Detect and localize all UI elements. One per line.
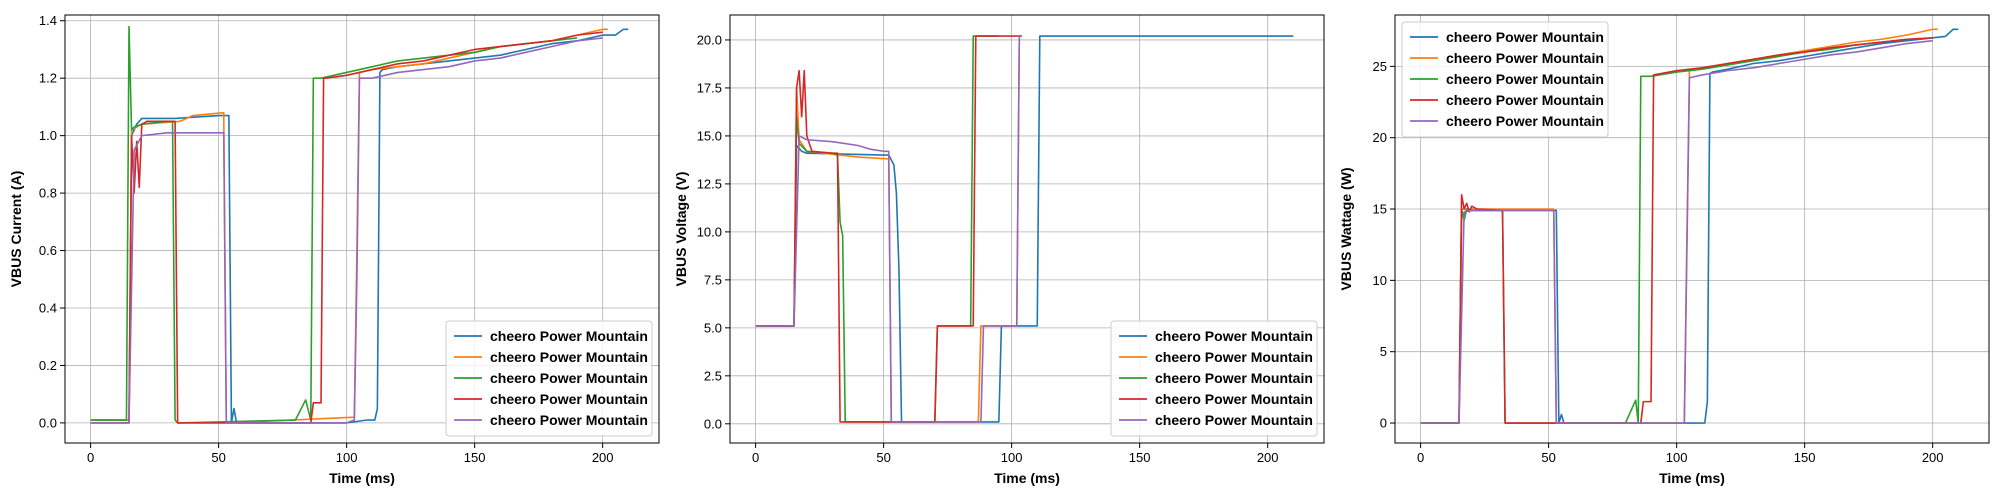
y-tick-label: 0.2 <box>39 358 57 373</box>
plot-frame <box>1394 14 1990 444</box>
series-line-5 <box>1420 39 1933 424</box>
legend-label: cheero Power Mountain <box>1446 71 1604 87</box>
y-tick-label: 7.5 <box>704 272 722 287</box>
y-tick-label: 0 <box>1380 416 1387 431</box>
x-tick-label: 100 <box>336 450 358 465</box>
y-tick-label: 10.0 <box>697 224 722 239</box>
chart-2: 0 50 100 150 200 0.0 2.5 5.0 7.5 10.0 12.5 15.0 17.5… <box>673 14 1325 486</box>
y-tick-label: 10 <box>1373 273 1387 288</box>
x-tick-label: 200 <box>592 450 614 465</box>
legend-label: cheero Power Mountain <box>490 370 648 386</box>
legend-box <box>1110 320 1318 437</box>
y-tick-label: 0.6 <box>39 243 57 258</box>
legend-label: cheero Power Mountain <box>490 412 648 428</box>
y-tick-label: 25 <box>1373 59 1387 74</box>
series-line-5 <box>90 37 603 424</box>
legend-label: cheero Power Mountain <box>1446 92 1604 108</box>
y-tick-label: 1.0 <box>39 128 57 143</box>
series-line-5 <box>755 35 1022 423</box>
series-line-3 <box>90 25 578 424</box>
x-axis-label: Time (ms) <box>1659 470 1725 486</box>
y-tick-label: 0.4 <box>39 300 57 315</box>
x-tick-label: 0 <box>87 450 94 465</box>
y-tick-label: 15.0 <box>697 128 722 143</box>
x-tick-label: 0 <box>1417 450 1424 465</box>
y-axis-label: VBUS Current (A) <box>8 171 24 288</box>
x-axis-label: Time (ms) <box>329 470 395 486</box>
x-tick-label: 200 <box>1922 450 1944 465</box>
legend-label: cheero Power Mountain <box>1155 391 1313 407</box>
legend-label: cheero Power Mountain <box>490 391 648 407</box>
y-tick-label: 1.2 <box>39 71 57 86</box>
y-tick-label: 1.4 <box>39 13 57 28</box>
x-tick-label: 100 <box>1666 450 1688 465</box>
x-tick-label: 100 <box>1001 450 1023 465</box>
legend: cheero Power Mountain cheero Power Mounta… <box>445 320 653 437</box>
legend: cheero Power Mountain cheero Power Mounta… <box>1110 320 1318 437</box>
legend-label: cheero Power Mountain <box>1446 50 1604 66</box>
legend-label: cheero Power Mountain <box>1155 412 1313 428</box>
legend-label: cheero Power Mountain <box>1155 349 1313 365</box>
series-line-4 <box>90 31 603 424</box>
y-tick-label: 2.5 <box>704 368 722 383</box>
series-line-4 <box>755 35 1022 423</box>
y-tick-label: 5.0 <box>704 320 722 335</box>
y-tick-label: 17.5 <box>697 80 722 95</box>
y-axis-label: VBUS Wattage (W) <box>1338 167 1354 290</box>
y-axis-label: VBUS Voltage (V) <box>673 172 689 287</box>
x-tick-label: 50 <box>1541 450 1555 465</box>
legend-box <box>1401 21 1609 138</box>
x-axis-label: Time (ms) <box>994 470 1060 486</box>
x-tick-label: 50 <box>211 450 225 465</box>
legend-label: cheero Power Mountain <box>490 349 648 365</box>
legend-label: cheero Power Mountain <box>1155 370 1313 386</box>
x-tick-label: 150 <box>464 450 486 465</box>
legend-label: cheero Power Mountain <box>1446 29 1604 45</box>
chart-1: 0 50 100 150 200 0.0 0.2 0.4 0.6 0.8 1.0 1.2 1.4 Time… <box>8 13 660 486</box>
series-line-4 <box>1420 37 1933 424</box>
x-tick-label: 0 <box>752 450 759 465</box>
chart-3: 0 50 100 150 200 0 5 10 15 20 25 Time (ms) VBUS Watt… <box>1338 14 1990 486</box>
y-tick-label: 0.0 <box>704 416 722 431</box>
plot-frame <box>64 14 660 444</box>
plot-frame <box>729 14 1325 444</box>
legend: cheero Power Mountain cheero Power Mounta… <box>1401 21 1609 138</box>
y-tick-label: 15 <box>1373 202 1387 217</box>
y-tick-label: 5 <box>1380 344 1387 359</box>
x-tick-label: 150 <box>1129 450 1151 465</box>
legend-label: cheero Power Mountain <box>1155 328 1313 344</box>
series-line-1 <box>90 28 629 424</box>
series-line-3 <box>755 35 999 423</box>
legend-label: cheero Power Mountain <box>1446 113 1604 129</box>
legend-label: cheero Power Mountain <box>490 328 648 344</box>
x-tick-label: 150 <box>1794 450 1816 465</box>
y-tick-label: 20 <box>1373 130 1387 145</box>
x-tick-label: 50 <box>876 450 890 465</box>
legend-box <box>445 320 653 437</box>
y-tick-label: 0.8 <box>39 186 57 201</box>
y-tick-label: 0.0 <box>39 415 57 430</box>
y-tick-label: 20.0 <box>697 32 722 47</box>
y-tick-label: 12.5 <box>697 176 722 191</box>
x-tick-label: 200 <box>1257 450 1279 465</box>
